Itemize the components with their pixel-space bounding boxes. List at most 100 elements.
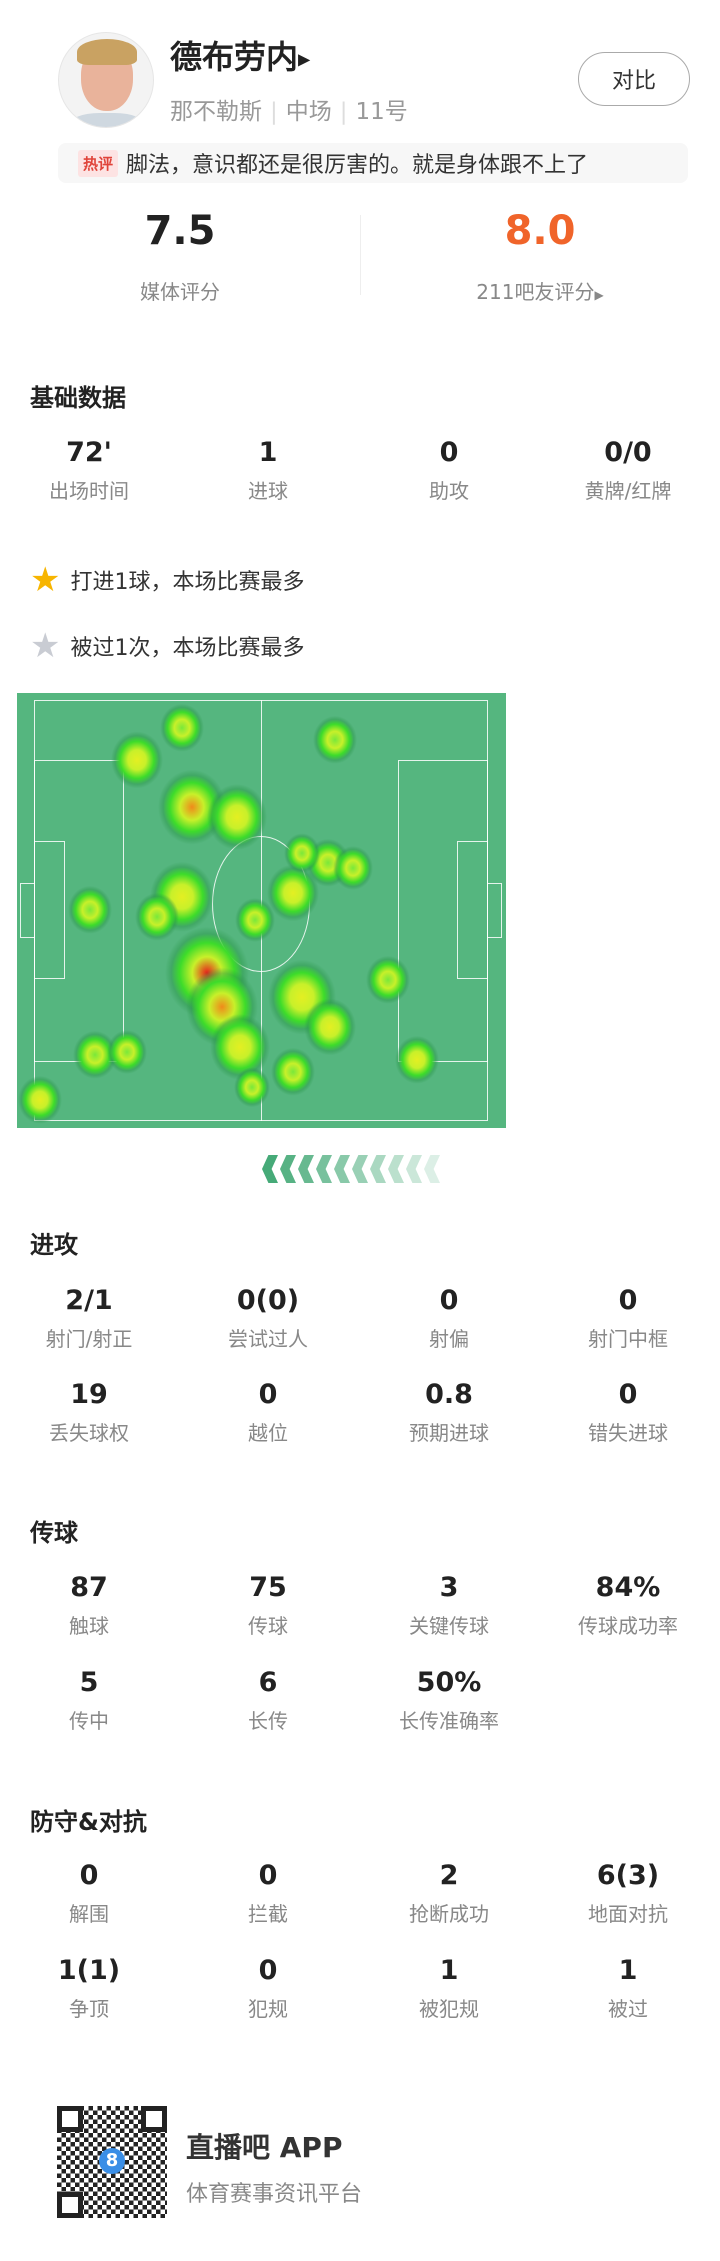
- stat-value: 5: [79, 1667, 99, 1698]
- heatmap-blob: [160, 703, 204, 753]
- stat-value: 50%: [416, 1667, 482, 1698]
- heatmap-blob: [107, 1030, 147, 1074]
- app-subtitle: 体育赛事资讯平台: [186, 2182, 363, 2207]
- section-basic: 基础数据: [30, 384, 126, 412]
- stat-value: 72': [66, 437, 112, 468]
- player-avatar: [58, 32, 154, 128]
- heatmap-blob: [111, 731, 163, 789]
- app-logo-icon: 8: [99, 2148, 125, 2174]
- chevron-left-icon: [298, 1155, 314, 1183]
- chevron-left-icon: [424, 1155, 440, 1183]
- stat-label: 被过: [608, 1997, 648, 2021]
- gold-star-icon: ★: [30, 560, 61, 600]
- arrow-right-icon: ▶: [298, 49, 311, 69]
- stat-value: 1: [258, 437, 278, 468]
- heatmap-blob: [284, 833, 320, 873]
- stat-value: 1: [439, 1955, 459, 1986]
- chevron-left-icon: [280, 1155, 296, 1183]
- chevron-left-icon: [370, 1155, 386, 1183]
- stat-value: 0: [439, 437, 459, 468]
- highlight-goals: ★ 打进1球，本场比赛最多: [30, 560, 305, 600]
- section-attack: 进攻: [30, 1231, 78, 1259]
- media-rating: 7.5: [144, 208, 216, 254]
- fan-rating-link[interactable]: 211吧友评分▶: [476, 280, 604, 304]
- stat-label: 尝试过人: [228, 1327, 308, 1351]
- arrow-right-icon: ▶: [594, 288, 604, 302]
- chevron-left-icon: [406, 1155, 422, 1183]
- stat-value: 84%: [595, 1572, 661, 1603]
- stat-label: 长传: [248, 1709, 288, 1733]
- app-name: 直播吧 APP: [186, 2131, 343, 2164]
- divider: [360, 215, 361, 295]
- section-defense: 防守&对抗: [30, 1808, 147, 1836]
- left-goal-area: [34, 841, 65, 979]
- stat-value: 6(3): [596, 1860, 660, 1891]
- heatmap-blob: [333, 846, 373, 890]
- heatmap-blob: [313, 715, 357, 765]
- stat-value: 1: [618, 1955, 638, 1986]
- heatmap-blob: [366, 955, 410, 1005]
- stat-label: 争顶: [69, 1997, 109, 2021]
- highlight-dribbled: ★ 被过1次，本场比赛最多: [30, 626, 305, 666]
- chevron-left-icon: [352, 1155, 368, 1183]
- stat-label: 丢失球权: [49, 1421, 129, 1445]
- hot-comment[interactable]: 热评 脚法，意识都还是很厉害的。就是身体跟不上了: [58, 143, 688, 183]
- stat-label: 犯规: [248, 1997, 288, 2021]
- stat-label: 关键传球: [409, 1614, 489, 1638]
- stat-value: 0: [258, 1379, 278, 1410]
- stat-label: 抢断成功: [409, 1902, 489, 1926]
- player-meta: 那不勒斯 | 中场 | 11号: [170, 99, 408, 125]
- media-rating-label: 媒体评分: [140, 280, 220, 304]
- stat-label: 黄牌/红牌: [584, 479, 672, 503]
- stat-value: 0: [258, 1955, 278, 1986]
- heatmap-blob: [234, 1067, 270, 1107]
- silver-star-icon: ★: [30, 626, 61, 666]
- stat-value: 0(0): [236, 1285, 300, 1316]
- stat-value: 19: [70, 1379, 108, 1410]
- stat-value: 3: [439, 1572, 459, 1603]
- fan-rating: 8.0: [504, 208, 576, 254]
- direction-arrows: [262, 1155, 442, 1183]
- stat-value: 87: [70, 1572, 108, 1603]
- stat-label: 射偏: [429, 1327, 469, 1351]
- stat-value: 0/0: [604, 437, 652, 468]
- chevron-left-icon: [262, 1155, 278, 1183]
- stat-label: 地面对抗: [588, 1902, 668, 1926]
- heatmap-pitch: [17, 693, 506, 1128]
- heatmap-blob: [235, 898, 275, 942]
- stat-label: 传球: [248, 1614, 288, 1638]
- stat-label: 传中: [69, 1709, 109, 1733]
- stat-value: 0: [618, 1379, 638, 1410]
- right-goal-area: [457, 841, 488, 979]
- stat-value: 0.8: [425, 1379, 473, 1410]
- stat-label: 预期进球: [409, 1421, 489, 1445]
- heatmap-blob: [135, 892, 179, 942]
- stat-label: 错失进球: [588, 1421, 668, 1445]
- heatmap-blob: [395, 1035, 439, 1085]
- stat-label: 传球成功率: [578, 1614, 678, 1638]
- stat-value: 1(1): [57, 1955, 121, 1986]
- stat-label: 解围: [69, 1902, 109, 1926]
- stat-value: 2/1: [65, 1285, 113, 1316]
- chevron-left-icon: [334, 1155, 350, 1183]
- heatmap-blob: [68, 885, 112, 935]
- stat-label: 助攻: [429, 479, 469, 503]
- heatmap-blob: [207, 784, 267, 850]
- hot-comment-tag: 热评: [78, 149, 119, 177]
- section-passing: 传球: [30, 1519, 78, 1547]
- stat-label: 射门/射正: [45, 1327, 133, 1351]
- stat-label: 拦截: [248, 1902, 288, 1926]
- stat-value: 2: [439, 1860, 459, 1891]
- stat-label: 越位: [248, 1421, 288, 1445]
- stat-value: 0: [618, 1285, 638, 1316]
- stat-value: 0: [439, 1285, 459, 1316]
- player-name[interactable]: 德布劳内▶: [170, 38, 311, 76]
- heatmap-blob: [271, 1047, 315, 1097]
- qr-code: 8: [57, 2106, 167, 2218]
- compare-button[interactable]: 对比: [578, 52, 690, 106]
- stat-value: 6: [258, 1667, 278, 1698]
- stat-value: 0: [258, 1860, 278, 1891]
- stat-label: 出场时间: [49, 479, 129, 503]
- stat-label: 射门中框: [588, 1327, 668, 1351]
- chevron-left-icon: [316, 1155, 332, 1183]
